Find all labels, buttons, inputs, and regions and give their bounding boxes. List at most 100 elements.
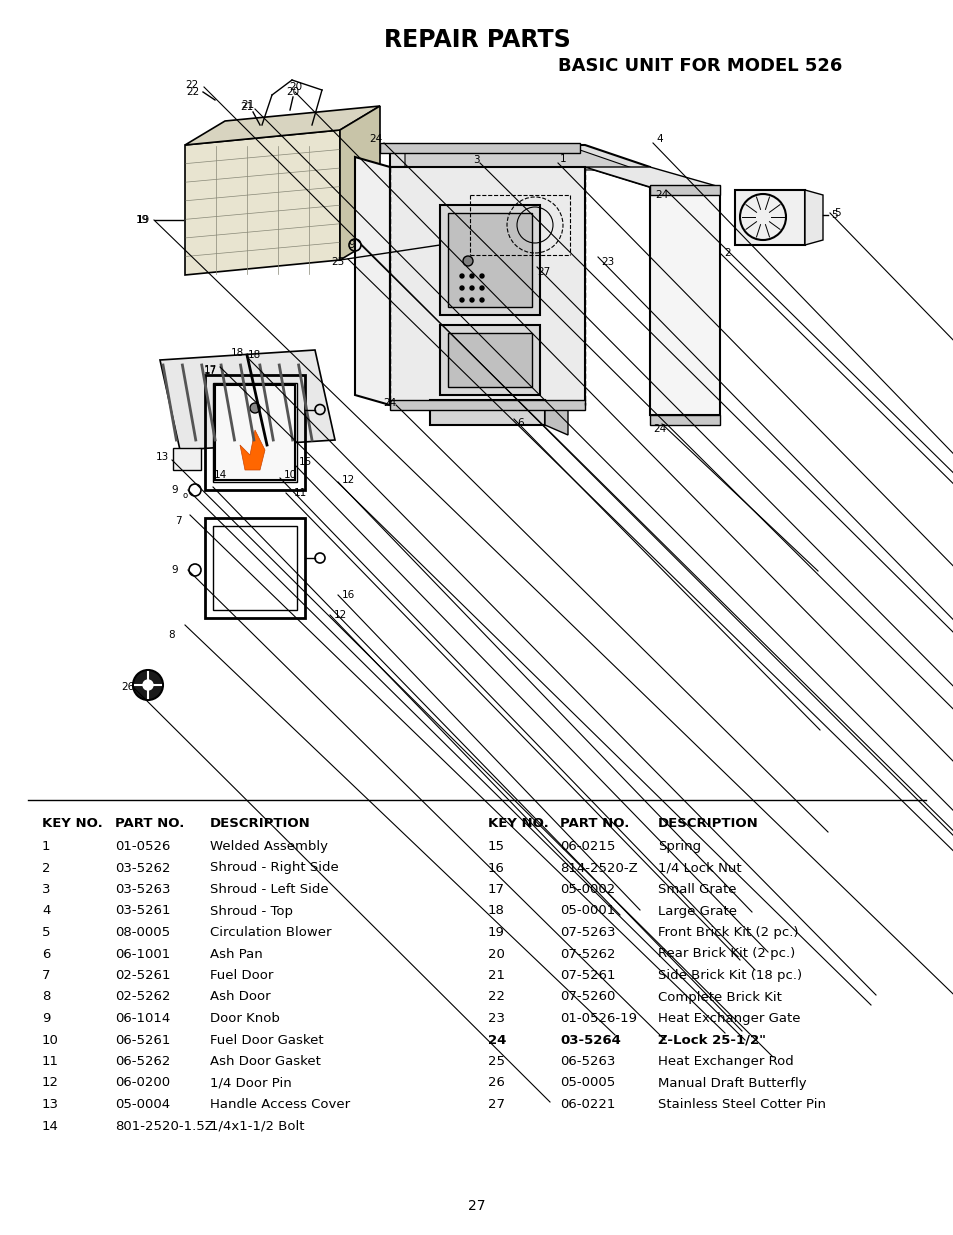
Polygon shape	[379, 143, 579, 153]
Circle shape	[470, 287, 474, 290]
Text: Z-Lock 25-1/2": Z-Lock 25-1/2"	[658, 1034, 765, 1046]
Circle shape	[479, 298, 483, 303]
Text: 20: 20	[488, 947, 504, 961]
Text: 9: 9	[172, 564, 178, 576]
Text: 07-5260: 07-5260	[559, 990, 615, 1004]
Circle shape	[479, 287, 483, 290]
Text: Heat Exchanger Gate: Heat Exchanger Gate	[658, 1011, 800, 1025]
Text: 18: 18	[230, 348, 243, 358]
Text: 12: 12	[42, 1077, 59, 1089]
Circle shape	[462, 256, 473, 266]
Polygon shape	[649, 415, 720, 425]
Text: 21: 21	[241, 100, 254, 110]
Polygon shape	[390, 400, 584, 410]
Text: 03-5261: 03-5261	[115, 904, 171, 918]
Bar	[448, 212, 532, 308]
Text: 06-1014: 06-1014	[115, 1011, 170, 1025]
Text: 2: 2	[724, 248, 731, 258]
Bar	[213, 383, 296, 482]
Text: 3: 3	[472, 156, 478, 165]
Text: 801-2520-1.5Z: 801-2520-1.5Z	[115, 1119, 213, 1132]
Text: Ash Door: Ash Door	[210, 990, 271, 1004]
Text: 03-5264: 03-5264	[559, 1034, 620, 1046]
Text: 23: 23	[488, 1011, 504, 1025]
Text: REPAIR PARTS: REPAIR PARTS	[383, 28, 570, 52]
Polygon shape	[390, 144, 649, 186]
Text: 1/4 Door Pin: 1/4 Door Pin	[210, 1077, 292, 1089]
Text: 24: 24	[383, 398, 396, 408]
Bar	[439, 325, 539, 395]
Text: 24: 24	[488, 1034, 506, 1046]
Text: Fuel Door: Fuel Door	[210, 969, 274, 982]
Text: 12: 12	[333, 610, 346, 620]
Circle shape	[459, 298, 463, 303]
Text: Ash Pan: Ash Pan	[210, 947, 262, 961]
Text: Shroud - Left Side: Shroud - Left Side	[210, 883, 328, 897]
Text: Stainless Steel Cotter Pin: Stainless Steel Cotter Pin	[658, 1098, 825, 1112]
Bar	[172, 448, 201, 471]
Text: 24: 24	[653, 424, 666, 433]
Text: 814-2520-Z: 814-2520-Z	[559, 862, 638, 874]
Bar	[205, 375, 305, 490]
Text: Heat Exchanger Rod: Heat Exchanger Rod	[658, 1055, 793, 1068]
Text: 17: 17	[203, 366, 216, 375]
Circle shape	[132, 671, 163, 700]
Text: 06-0221: 06-0221	[559, 1098, 615, 1112]
Text: 21: 21	[240, 103, 253, 112]
Text: Rear Brick Kit (2 pc.): Rear Brick Kit (2 pc.)	[658, 947, 795, 961]
Text: 4: 4	[42, 904, 51, 918]
Text: 22: 22	[186, 86, 199, 98]
Bar	[448, 333, 532, 387]
Text: 03-5262: 03-5262	[115, 862, 171, 874]
Text: 22: 22	[185, 80, 198, 90]
Text: 10: 10	[283, 471, 296, 480]
Text: 14: 14	[42, 1119, 59, 1132]
Text: 19: 19	[135, 215, 149, 225]
Text: Shroud - Right Side: Shroud - Right Side	[210, 862, 338, 874]
Text: Manual Draft Butterfly: Manual Draft Butterfly	[658, 1077, 806, 1089]
Text: 19: 19	[488, 926, 504, 939]
Text: DESCRIPTION: DESCRIPTION	[658, 818, 758, 830]
Bar	[214, 385, 294, 480]
Text: PART NO.: PART NO.	[559, 818, 629, 830]
Text: 18: 18	[488, 904, 504, 918]
Text: 8: 8	[42, 990, 51, 1004]
Text: 07-5263: 07-5263	[559, 926, 615, 939]
Circle shape	[143, 680, 152, 690]
Circle shape	[459, 274, 463, 278]
Text: 10: 10	[42, 1034, 59, 1046]
Text: DESCRIPTION: DESCRIPTION	[210, 818, 311, 830]
Polygon shape	[584, 167, 720, 186]
Text: 08-0005: 08-0005	[115, 926, 170, 939]
Text: 15: 15	[488, 840, 504, 853]
Text: Complete Brick Kit: Complete Brick Kit	[658, 990, 781, 1004]
Text: PART NO.: PART NO.	[115, 818, 184, 830]
Text: 2: 2	[42, 862, 51, 874]
Text: 01-0526: 01-0526	[115, 840, 171, 853]
Text: 13: 13	[155, 452, 169, 462]
Circle shape	[470, 298, 474, 303]
Text: 18: 18	[247, 350, 260, 359]
Text: 4: 4	[656, 135, 662, 144]
Text: 9: 9	[349, 240, 355, 249]
Text: 7: 7	[42, 969, 51, 982]
Text: 27: 27	[537, 267, 550, 277]
Text: 22: 22	[488, 990, 504, 1004]
Text: 21: 21	[488, 969, 504, 982]
Text: 1: 1	[42, 840, 51, 853]
Text: Small Grate: Small Grate	[658, 883, 736, 897]
Text: Fuel Door Gasket: Fuel Door Gasket	[210, 1034, 323, 1046]
Text: 07-5261: 07-5261	[559, 969, 615, 982]
Text: 17: 17	[203, 366, 216, 375]
Text: o: o	[182, 490, 188, 499]
Text: 27: 27	[488, 1098, 504, 1112]
Bar	[734, 190, 804, 245]
Polygon shape	[804, 190, 822, 245]
Text: 25: 25	[331, 257, 344, 267]
Polygon shape	[160, 350, 335, 450]
Polygon shape	[240, 430, 265, 471]
Text: 06-5262: 06-5262	[115, 1055, 171, 1068]
Text: Shroud - Top: Shroud - Top	[210, 904, 293, 918]
Text: 5: 5	[42, 926, 51, 939]
Text: 20: 20	[286, 86, 299, 98]
